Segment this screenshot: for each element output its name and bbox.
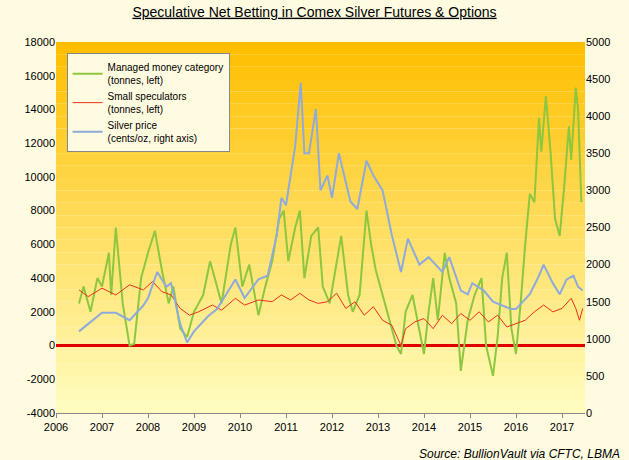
svg-text:2014: 2014 [412,421,436,433]
svg-text:4500: 4500 [586,73,610,85]
svg-text:10000: 10000 [24,171,55,183]
svg-text:Small speculators(tonnes, left: Small speculators(tonnes, left) [108,91,187,115]
svg-text:8000: 8000 [31,204,55,216]
svg-text:2016: 2016 [504,421,528,433]
svg-text:0: 0 [49,339,55,351]
svg-text:1500: 1500 [586,296,610,308]
svg-text:14000: 14000 [24,103,55,115]
svg-text:16000: 16000 [24,70,55,82]
svg-text:2000: 2000 [31,306,55,318]
svg-text:2012: 2012 [320,421,344,433]
svg-text:4000: 4000 [31,272,55,284]
svg-text:Source: BullionVault via CFTC,: Source: BullionVault via CFTC, LBMA [419,447,620,460]
svg-text:5000: 5000 [586,36,610,48]
svg-text:-2000: -2000 [27,373,55,385]
svg-text:3500: 3500 [586,147,610,159]
svg-text:2006: 2006 [44,421,68,433]
svg-text:2017: 2017 [550,421,574,433]
svg-text:2009: 2009 [182,421,206,433]
svg-text:4000: 4000 [586,110,610,122]
svg-text:12000: 12000 [24,137,55,149]
svg-text:Speculative Net Betting in Com: Speculative Net Betting in Comex Silver … [132,4,496,20]
svg-text:Silver price(cents/oz, right a: Silver price(cents/oz, right axis) [108,120,197,144]
svg-text:2500: 2500 [586,221,610,233]
svg-text:6000: 6000 [31,238,55,250]
svg-text:2000: 2000 [586,258,610,270]
svg-text:2008: 2008 [136,421,160,433]
svg-text:0: 0 [586,407,592,419]
svg-text:-4000: -4000 [27,407,55,419]
svg-text:Managed money category(tonnes,: Managed money category(tonnes, left) [108,62,224,86]
svg-text:3000: 3000 [586,184,610,196]
svg-text:2007: 2007 [90,421,114,433]
svg-text:1000: 1000 [586,333,610,345]
svg-text:2010: 2010 [228,421,252,433]
svg-text:2011: 2011 [274,421,298,433]
svg-text:2013: 2013 [366,421,390,433]
svg-text:18000: 18000 [24,36,55,48]
svg-text:2015: 2015 [458,421,482,433]
svg-text:500: 500 [586,370,604,382]
